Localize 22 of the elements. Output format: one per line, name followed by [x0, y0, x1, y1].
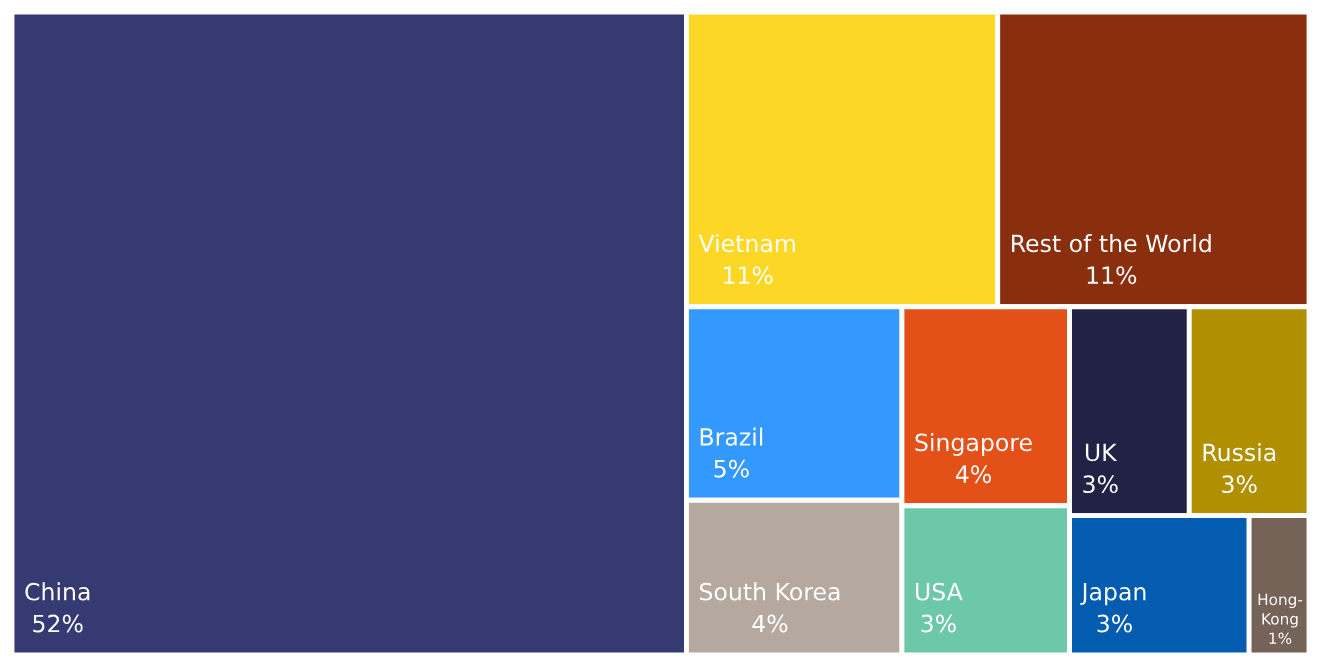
data-label: 3%: [1083, 475, 1118, 494]
category-label: South Korea: [700, 582, 840, 601]
category-label: Russia: [1203, 443, 1276, 462]
data-label: 5%: [714, 459, 749, 478]
data-label: 3%: [921, 614, 956, 633]
category-label: UK: [1085, 443, 1118, 462]
category-label: USA: [915, 582, 963, 601]
category-label: Vietnam: [698, 234, 795, 253]
category-label: Hong-Kong: [1258, 593, 1303, 628]
category-label: China: [25, 582, 90, 601]
data-label: 52%: [33, 614, 83, 633]
category-label: Rest of the World: [1012, 234, 1211, 253]
data-label: 3%: [1097, 614, 1132, 633]
data-label: 4%: [752, 614, 788, 633]
category-label: Singapore: [915, 433, 1032, 456]
category-label: Brazil: [700, 427, 763, 446]
data-label: 1%: [1269, 632, 1292, 645]
data-label: 4%: [955, 465, 991, 484]
category-label: Japan: [1080, 583, 1146, 606]
data-label: 11%: [723, 266, 773, 285]
data-label: 3%: [1222, 475, 1257, 494]
data-label: 11%: [1087, 266, 1137, 285]
